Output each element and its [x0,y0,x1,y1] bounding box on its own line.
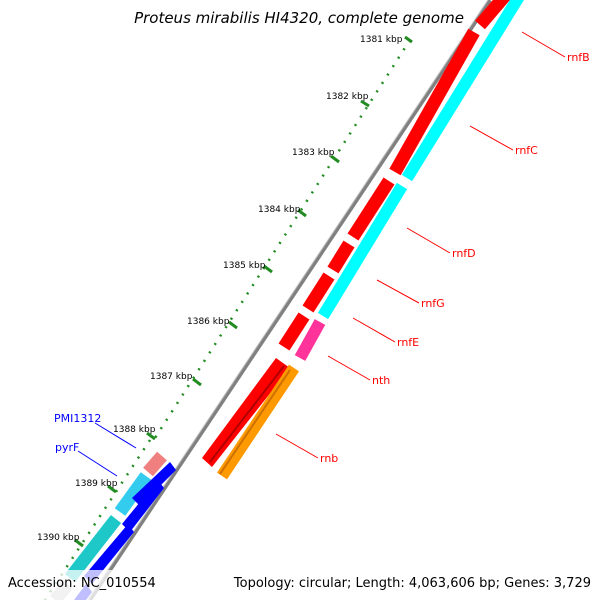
gene-label: rnfC [515,144,538,157]
reverse-strand-features [217,0,524,480]
gene-feature [64,515,122,582]
gene-feature [278,312,310,351]
leader-line [352,317,396,343]
leader-line [469,125,514,151]
gene-label: rnfG [421,297,445,310]
tick-mark [146,431,156,441]
gene-label: pyrF [55,441,79,454]
gene-feature-arrow [84,524,134,584]
gene-label-leaders [77,31,566,477]
gene-feature [317,182,408,320]
tick-label: 1387 kbp [150,372,193,382]
gene-label: nth [372,374,390,387]
accession-text: Accession: NC_010554 [8,576,156,591]
gene-feature [217,364,299,480]
forward-strand-features [202,0,510,467]
gene-label: rnfD [452,247,476,260]
tick-mark [330,154,340,164]
leader-line [521,31,566,58]
gene-label: rnfE [397,336,419,349]
leader-line [327,355,371,381]
gene-feature [114,472,152,516]
gene-feature [389,28,480,176]
tick-label: 1389 kbp [75,479,118,489]
tick-mark [263,264,273,274]
gene-feature [302,272,335,313]
gene-feature [401,0,524,182]
tick-mark [107,484,117,494]
tick-label: 1382 kbp [326,92,369,102]
gene-feature-shading [219,369,291,475]
tick-label: 1385 kbp [223,261,266,271]
gene-feature [294,319,326,361]
tick-label: 1384 kbp [258,205,301,215]
leader-line [376,279,420,304]
gene-labels: rnfB rnfC rnfD rnfG rnfE nth rnb PMI1312… [54,51,590,465]
gene-feature [475,0,510,30]
tick-ring-dots-lower [43,439,152,600]
tick-ring [43,39,412,600]
tick-label: 1386 kbp [187,317,230,327]
tick-mark [404,35,413,44]
leader-line [275,433,319,459]
tick-label: 1388 kbp [113,425,156,435]
gene-feature-shading [209,365,285,463]
gene-label: rnb [320,452,338,465]
leader-line [406,227,451,254]
tick-marks: 1381 kbp 1382 kbp 1383 kbp 1384 kbp 1385… [37,35,413,548]
gene-feature-arrow [132,462,176,506]
gene-feature [347,177,395,241]
gene-label: PMI1312 [54,412,101,425]
tick-mark [228,320,238,330]
tick-label: 1383 kbp [292,148,335,158]
map-title: Proteus mirabilis HI4320, complete genom… [134,9,464,27]
leader-line [94,422,137,449]
genome-summary-text: Topology: circular; Length: 4,063,606 bp… [233,576,591,591]
footer-background [0,570,600,600]
tick-mark [192,377,202,387]
tick-mark [297,208,307,218]
leader-line [77,450,118,477]
genome-backbone [88,0,492,600]
tick-mark [360,99,370,108]
gene-feature [327,240,355,274]
gene-feature [143,451,167,477]
tick-label: 1381 kbp [360,35,403,45]
gene-feature-arrow [122,480,164,532]
tick-label: 1390 kbp [37,533,80,543]
tick-mark [74,538,84,548]
gene-label: rnfB [567,51,590,64]
